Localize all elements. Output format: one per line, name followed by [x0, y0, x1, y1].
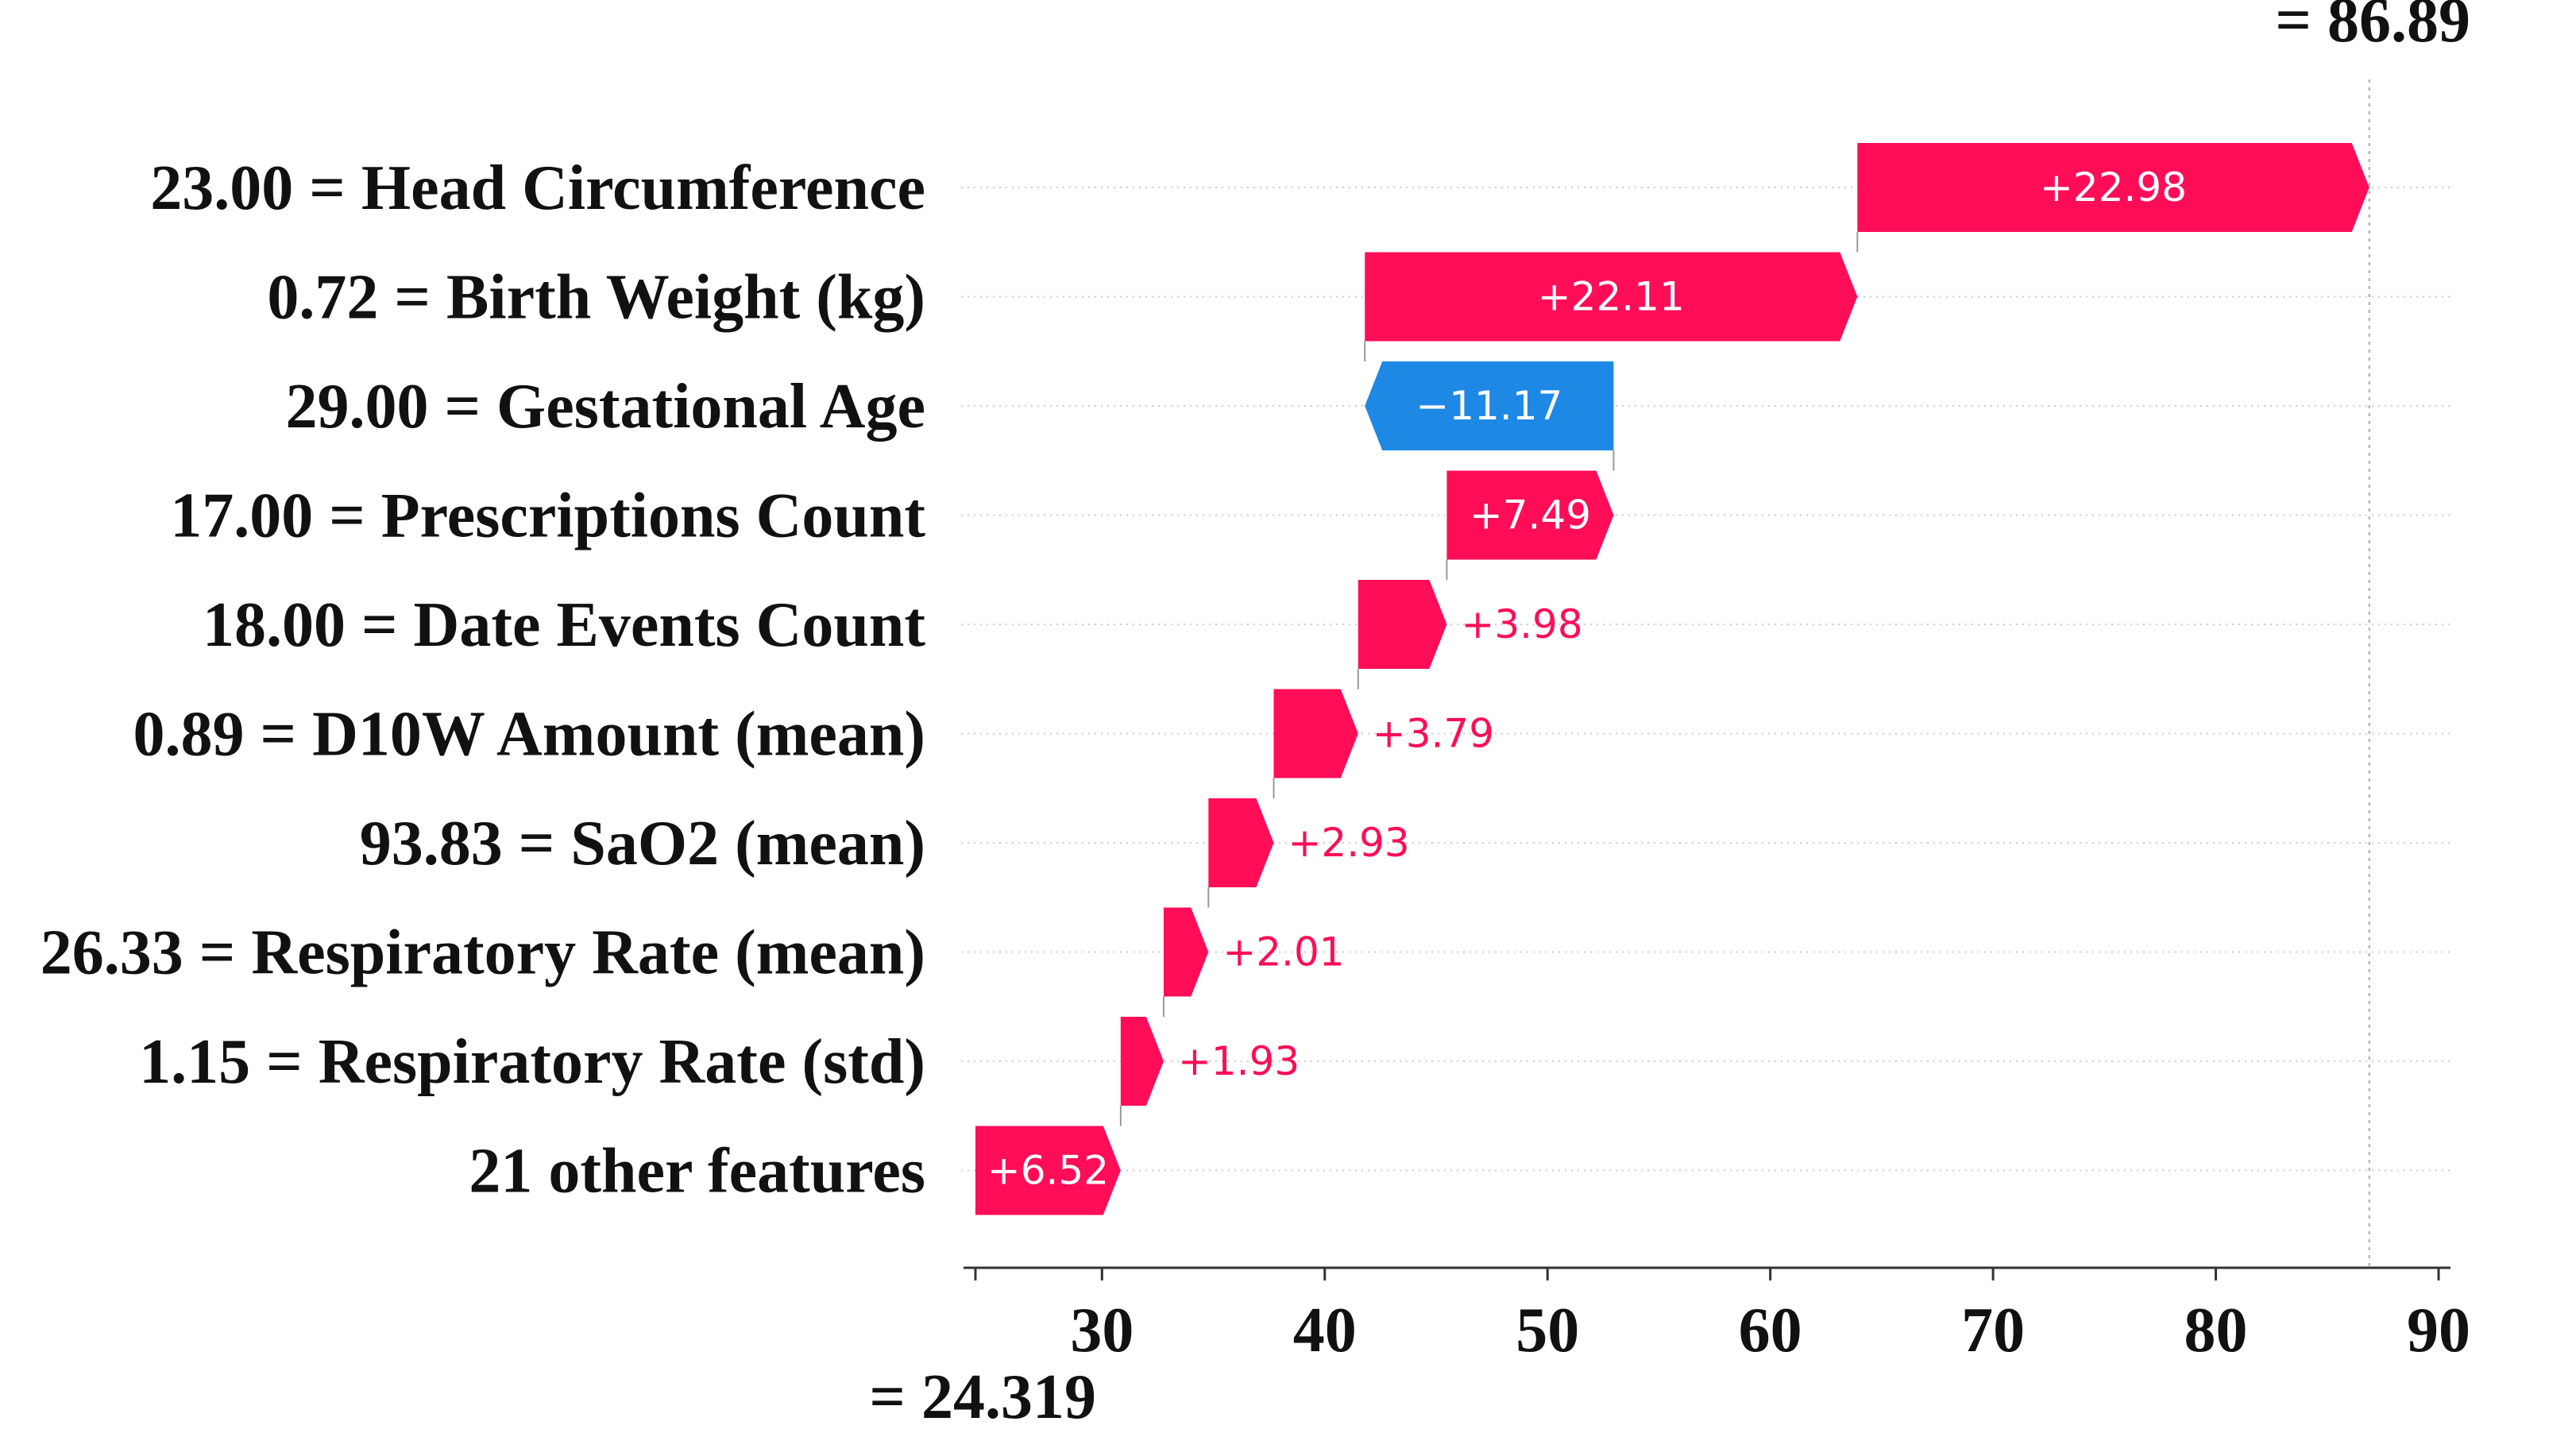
x-tick-label: 80: [2184, 1296, 2248, 1365]
feature-label: 17.00 = Prescriptions Count: [170, 481, 925, 551]
x-tick-label: 30: [1070, 1296, 1134, 1365]
base-value-label: = 24.319: [869, 1362, 1096, 1429]
bar-value-label: −11.17: [1415, 383, 1562, 429]
bar-value-label: +2.01: [1222, 929, 1344, 975]
feature-label: 29.00 = Gestational Age: [285, 372, 925, 442]
positive-bar: [1208, 798, 1274, 887]
x-tick-label: 40: [1293, 1296, 1357, 1365]
negative-bar: [1365, 361, 1614, 450]
bar-value-label: +3.79: [1373, 711, 1494, 757]
connector-lines: [1119, 79, 2370, 1268]
feature-label: 23.00 = Head Circumference: [150, 153, 925, 223]
x-axis: 30 40 50 60 70 80 90: [964, 1266, 2470, 1365]
positive-bar: [1273, 689, 1358, 778]
bar-value-label: +6.52: [987, 1148, 1109, 1194]
feature-labels: 23.00 = Head Circumference 0.72 = Birth W…: [41, 153, 926, 1207]
x-tick-label: 50: [1516, 1296, 1579, 1365]
feature-label: 21 other features: [469, 1137, 925, 1207]
bar-value-label: +22.98: [2040, 164, 2187, 211]
feature-label: 1.15 = Respiratory Rate (std): [139, 1027, 925, 1097]
x-tick-label: 70: [1961, 1296, 2025, 1365]
value-labels: +22.98 +22.11 −11.17 +7.49 +3.98 +3.79 +2.93 +2…: [987, 164, 2187, 1194]
positive-bar: [1120, 1017, 1164, 1106]
x-tick-label: 90: [2407, 1296, 2470, 1365]
bar-value-label: +22.11: [1538, 274, 1685, 320]
positive-bar: [1358, 580, 1447, 669]
positive-bar: [1365, 252, 1858, 342]
positive-bar: [1446, 470, 1614, 560]
feature-label: 0.89 = D10W Amount (mean): [133, 700, 925, 770]
positive-bar: [1163, 907, 1209, 997]
annotations: = 86.89 = 24.319: [869, 0, 2470, 1432]
final-value-label: = 86.89: [2275, 0, 2470, 56]
feature-label: 93.83 = SaO2 (mean): [360, 809, 925, 879]
bars: [975, 143, 2369, 1215]
positive-bar: [1857, 143, 2369, 232]
bar-value-label: +7.49: [1470, 492, 1591, 539]
feature-label: 0.72 = Birth Weight (kg): [267, 263, 925, 333]
feature-label: 18.00 = Date Events Count: [203, 590, 925, 660]
bar-value-label: +1.93: [1178, 1038, 1300, 1084]
feature-label: 26.33 = Respiratory Rate (mean): [41, 918, 925, 988]
bar-value-label: +3.98: [1461, 601, 1582, 647]
x-tick-label: 60: [1739, 1296, 1802, 1365]
bar-value-label: +2.93: [1288, 820, 1410, 866]
positive-bar: [975, 1126, 1121, 1215]
